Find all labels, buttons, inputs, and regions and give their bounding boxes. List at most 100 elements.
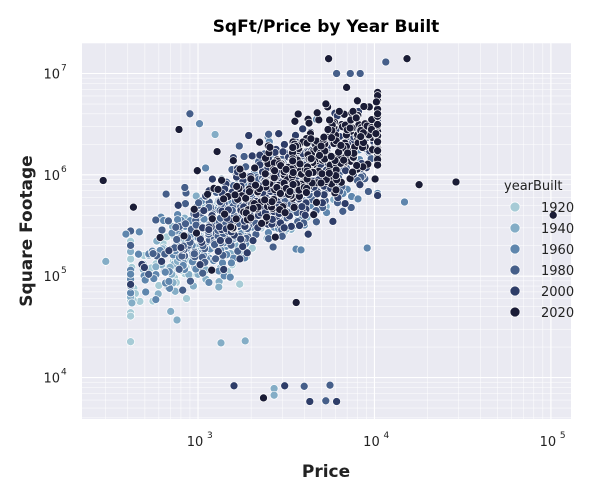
data-point <box>280 208 290 218</box>
data-point <box>304 169 314 178</box>
data-point <box>207 265 217 275</box>
data-point <box>306 134 316 144</box>
data-point <box>400 197 409 207</box>
data-point <box>248 236 258 245</box>
data-point <box>324 168 334 178</box>
y-tick-label: 10 <box>43 270 60 285</box>
legend-label: 1960 <box>541 243 574 258</box>
data-point <box>321 99 331 109</box>
data-point <box>160 267 170 277</box>
data-point <box>278 147 288 157</box>
data-point <box>260 195 270 205</box>
data-point <box>402 54 412 64</box>
data-point <box>189 204 199 214</box>
data-point <box>346 203 356 212</box>
data-point <box>239 152 249 161</box>
data-point <box>195 260 205 270</box>
data-point <box>181 199 190 209</box>
data-point <box>317 169 327 179</box>
data-point <box>207 214 217 224</box>
data-point <box>246 174 256 184</box>
legend: yearBuilt 1920 1940 1960 1980 2000 2020 <box>504 179 574 321</box>
data-point <box>321 396 331 406</box>
data-point <box>373 109 382 119</box>
data-point <box>304 118 314 128</box>
data-point <box>328 217 338 226</box>
data-point <box>316 141 326 151</box>
data-point <box>290 116 300 126</box>
data-point <box>352 161 362 170</box>
data-point <box>451 177 461 187</box>
data-point <box>268 242 278 252</box>
legend-entries: 1920 1940 1960 1980 2000 2020 <box>509 201 574 321</box>
data-point <box>280 140 289 149</box>
data-point <box>295 159 305 169</box>
y-tick-exponent: 6 <box>61 165 67 175</box>
data-point <box>281 165 291 174</box>
data-point <box>548 210 558 220</box>
data-point <box>250 163 260 173</box>
data-point <box>251 180 260 190</box>
data-point <box>414 180 424 190</box>
data-point <box>341 166 350 175</box>
data-point <box>173 200 183 210</box>
data-point <box>198 268 208 278</box>
data-point <box>353 194 363 204</box>
data-point <box>196 234 205 244</box>
legend-label: 1940 <box>541 222 574 237</box>
data-point <box>348 167 357 177</box>
data-point <box>236 234 246 244</box>
data-point <box>326 152 336 161</box>
data-point <box>303 229 313 239</box>
data-point <box>214 282 224 292</box>
data-point <box>216 338 226 348</box>
data-point <box>178 285 188 295</box>
data-point <box>260 169 270 179</box>
data-point <box>291 298 301 307</box>
data-point <box>171 222 181 232</box>
x-tick-exponent: 3 <box>207 431 213 441</box>
data-point <box>126 241 135 250</box>
y-tick-exponent: 7 <box>61 64 67 74</box>
data-point <box>338 206 348 216</box>
data-point <box>312 217 321 227</box>
data-point <box>219 194 228 204</box>
data-point <box>332 69 341 78</box>
data-point <box>224 236 234 246</box>
data-point <box>228 156 238 165</box>
data-point <box>242 248 252 258</box>
data-point <box>325 380 335 390</box>
data-point <box>276 189 285 198</box>
data-point <box>172 315 182 325</box>
data-point <box>157 225 167 235</box>
legend-label: 2000 <box>541 285 574 300</box>
data-point <box>126 254 136 264</box>
data-point <box>194 198 203 208</box>
data-point <box>314 115 324 125</box>
data-point <box>140 263 149 272</box>
data-point <box>262 212 271 222</box>
data-point <box>199 206 209 215</box>
legend-label: 1920 <box>541 201 574 216</box>
data-point <box>101 257 111 266</box>
data-point <box>240 336 250 346</box>
legend-title: yearBuilt <box>504 179 562 194</box>
data-point <box>370 174 380 184</box>
data-point <box>306 154 316 163</box>
data-point <box>148 249 158 258</box>
data-point <box>134 227 144 237</box>
data-point <box>213 247 223 256</box>
data-point <box>227 258 236 268</box>
data-point <box>247 151 257 161</box>
data-point <box>364 187 373 196</box>
data-point <box>179 231 189 241</box>
data-point <box>259 393 268 403</box>
y-tick-label: 10 <box>43 169 60 184</box>
data-point <box>229 381 239 391</box>
data-point <box>220 209 229 219</box>
data-point <box>174 125 184 134</box>
data-point <box>342 83 351 92</box>
legend-marker <box>509 306 521 318</box>
data-point <box>288 143 298 152</box>
